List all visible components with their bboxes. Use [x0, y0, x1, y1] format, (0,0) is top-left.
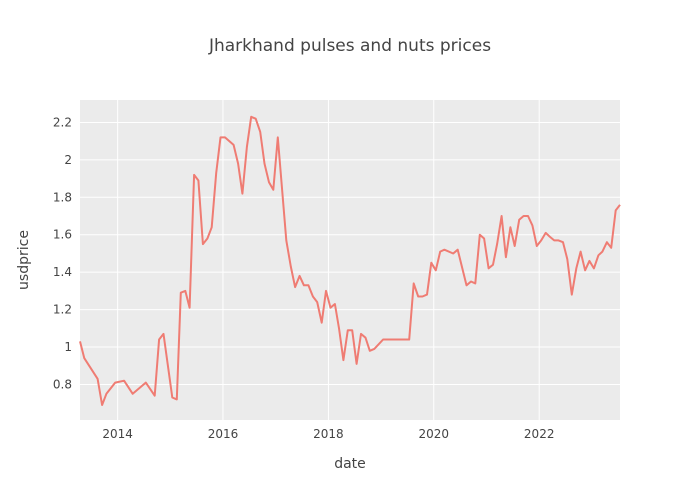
y-tick-label: 1 — [64, 340, 72, 354]
x-axis-ticks: 2014 2016 2018 2020 2022 — [102, 427, 554, 441]
y-tick-label: 2 — [64, 153, 72, 167]
x-tick-label: 2020 — [418, 427, 449, 441]
y-tick-label: 0.8 — [53, 377, 72, 391]
x-tick-label: 2014 — [102, 427, 133, 441]
x-tick-label: 2018 — [313, 427, 344, 441]
plot-area — [80, 100, 620, 420]
y-axis-ticks: 0.8 1 1.2 1.4 1.6 1.8 2 2.2 — [53, 115, 72, 391]
series-line — [79, 115, 621, 406]
y-axis-title: usdprice — [16, 230, 32, 290]
x-axis-title: date — [334, 456, 366, 472]
y-tick-label: 1.4 — [53, 265, 72, 279]
x-tick-label: 2016 — [208, 427, 239, 441]
x-tick-label: 2022 — [524, 427, 555, 441]
series-layer — [79, 115, 621, 406]
y-tick-label: 1.8 — [53, 190, 72, 204]
y-tick-label: 2.2 — [53, 115, 72, 129]
grid-lines — [80, 100, 620, 420]
y-tick-label: 1.2 — [53, 303, 72, 317]
chart-title: Jharkhand pulses and nuts prices — [208, 36, 491, 56]
y-tick-label: 1.6 — [53, 228, 72, 242]
